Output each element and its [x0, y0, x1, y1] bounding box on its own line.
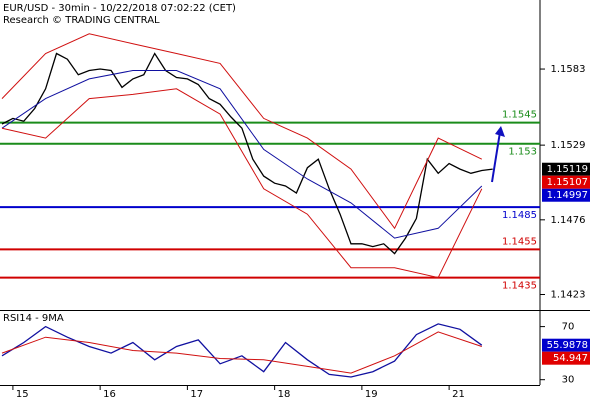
x-tick-label: 15 [16, 389, 29, 400]
level-label: 1.1435 [502, 281, 537, 292]
last-value-box [542, 351, 590, 365]
level-label: 1.1485 [502, 210, 537, 221]
last-value-label: 55.9878 [547, 340, 588, 351]
y-tick-label: 1.1476 [551, 215, 586, 226]
y-tick-label: 30 [562, 375, 575, 386]
series-line [1, 331, 482, 374]
x-tick-label: 16 [103, 389, 116, 400]
x-tick-label: 17 [190, 389, 203, 400]
plots: 1.1423 1.1476 1.1529 1.1583 15 16 17 18 19 21 1.15… [0, 33, 590, 400]
y-tick-label: 1.1423 [551, 290, 586, 301]
last-value-box [542, 162, 590, 176]
last-value-label: 54.947 [553, 353, 588, 364]
level-label: 1.1545 [502, 110, 537, 121]
arrow-head [495, 126, 505, 137]
series-line [1, 70, 483, 239]
series-line [1, 52, 493, 255]
chart-title: EUR/USD - 30min - 10/22/2018 07:02:22 (C… [3, 3, 236, 14]
last-value-box [542, 338, 590, 352]
last-value-box [542, 175, 590, 189]
series-line [1, 33, 483, 230]
last-value-label: 1.15119 [547, 164, 588, 175]
level-label: 1.1455 [502, 236, 537, 247]
forecast-arrow [491, 131, 501, 183]
y-tick-label: 1.1583 [551, 64, 586, 75]
x-tick-label: 18 [278, 389, 291, 400]
chart-subtitle: Research © TRADING CENTRAL [3, 15, 160, 26]
rsi-title: RSI14 - 9MA [3, 313, 64, 324]
x-tick-label: 21 [452, 389, 465, 400]
y-tick-label: 70 [562, 322, 575, 333]
y-tick-label: 1.1529 [551, 140, 586, 151]
x-tick-label: 19 [365, 389, 378, 400]
level-label: 1.153 [508, 147, 537, 158]
last-value-label: 1.15107 [547, 177, 588, 188]
last-value-label: 1.14997 [547, 190, 588, 201]
last-value-box [542, 188, 590, 202]
series-line [1, 88, 483, 279]
